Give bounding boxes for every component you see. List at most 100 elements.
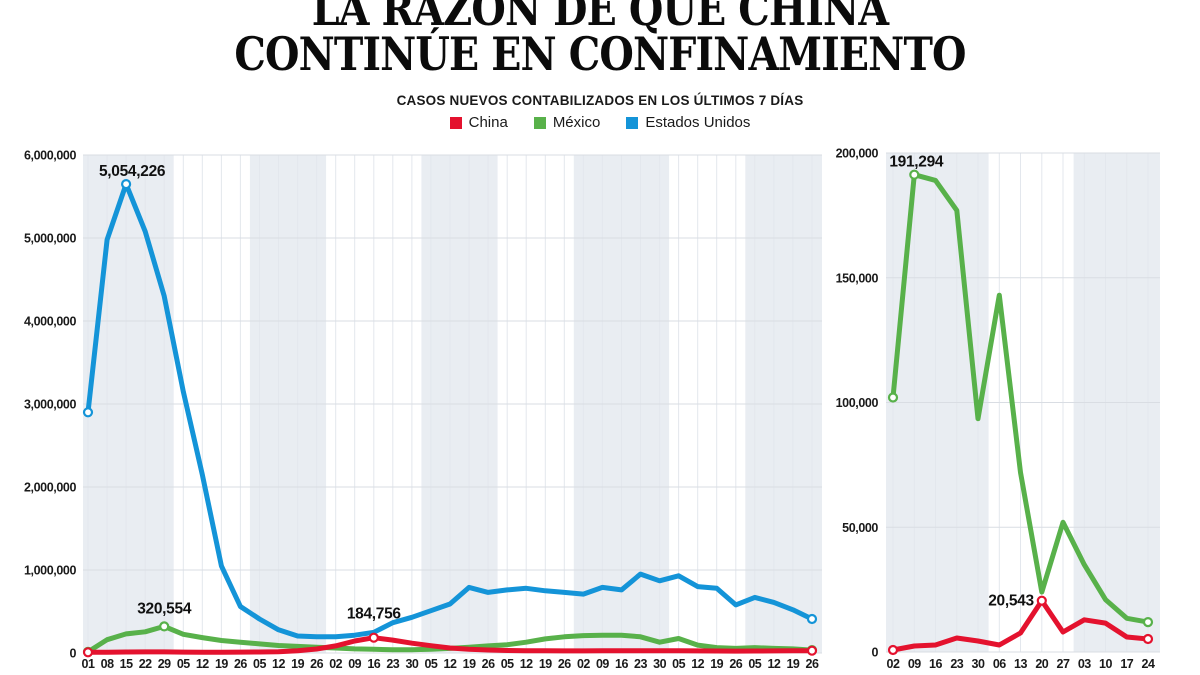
value-annotation: 20,543 — [988, 593, 1034, 610]
x-tick-label: 27 — [1057, 657, 1070, 671]
x-tick-label: 05 — [748, 657, 761, 671]
x-tick-label: 19 — [539, 657, 552, 671]
x-tick-label: 09 — [908, 657, 921, 671]
x-tick-label: 16 — [367, 657, 380, 671]
x-tick-label: 09 — [596, 657, 609, 671]
x-tick-label: 26 — [806, 657, 819, 671]
legend-swatch-mexico — [533, 116, 546, 129]
data-point-marker — [887, 392, 899, 403]
legend-swatch-estados-unidos — [626, 116, 639, 129]
data-point-marker — [1142, 616, 1154, 628]
x-tick-label: 29 — [158, 657, 171, 671]
x-tick-label: 17 — [1120, 657, 1133, 671]
legend-item-estados-unidos: Estados Unidos — [626, 114, 750, 131]
value-annotation: 5,054,226 — [99, 163, 166, 180]
y-tick-label: 100,000 — [836, 396, 879, 410]
x-tick-label: 30 — [972, 657, 985, 671]
data-point-marker — [82, 407, 94, 418]
x-tick-label: 02 — [887, 657, 900, 671]
legend-label: China — [468, 114, 508, 131]
x-tick-label: 03 — [1078, 657, 1091, 671]
page-title: LA RAZÓN DE QUE CHINA CONTINÚE EN CONFIN… — [84, 0, 1116, 77]
x-tick-label: 19 — [710, 657, 723, 671]
x-tick-label: 23 — [634, 657, 647, 671]
x-tick-label: 19 — [463, 657, 476, 671]
x-tick-label: 12 — [196, 657, 209, 671]
x-tick-label: 30 — [405, 657, 418, 671]
y-tick-label: 5,000,000 — [24, 232, 76, 246]
right-chart: 0 50,000 100,000 150,000 200,000 02 09 16 23 30 06… — [836, 147, 1160, 671]
data-point-marker — [368, 632, 379, 643]
y-tick-label: 200,000 — [836, 147, 879, 161]
value-annotation: 191,294 — [889, 154, 944, 171]
x-tick-label: 15 — [120, 657, 133, 671]
data-point-marker — [806, 645, 818, 656]
legend-label: Estados Unidos — [645, 114, 751, 131]
x-tick-label: 08 — [101, 657, 114, 671]
x-tick-label: 26 — [482, 657, 495, 671]
x-tick-label: 12 — [767, 657, 780, 671]
x-tick-label: 06 — [993, 657, 1006, 671]
x-tick-label: 26 — [558, 657, 571, 671]
value-annotation: 320,554 — [137, 600, 192, 617]
data-point-marker — [120, 179, 132, 190]
series-china — [887, 595, 1154, 656]
x-tick-label: 05 — [501, 657, 514, 671]
legend-item-china: China — [449, 114, 508, 131]
x-tick-label: 19 — [786, 657, 799, 671]
x-tick-label: 05 — [424, 657, 437, 671]
x-tick-label: 09 — [348, 657, 361, 671]
line-mexico — [890, 172, 1151, 625]
data-point-marker — [1036, 595, 1047, 606]
x-tick-label: 05 — [253, 657, 266, 671]
x-tick-label: 12 — [520, 657, 533, 671]
y-tick-label: 0 — [69, 647, 76, 661]
x-tick-label: 26 — [729, 657, 742, 671]
data-point-marker — [159, 621, 170, 632]
legend-item-mexico: México — [533, 114, 601, 131]
headline-line-1: LA RAZÓN DE QUE CHINA — [311, 0, 889, 36]
y-tick-label: 150,000 — [836, 271, 879, 285]
value-annotation: 184,756 — [347, 606, 402, 623]
x-tick-label: 12 — [444, 657, 457, 671]
chart-subtitle: CASOS NUEVOS CONTABILIZADOS EN LOS ÚLTIM… — [396, 93, 804, 108]
data-point-marker — [806, 613, 818, 625]
data-point-marker — [82, 647, 94, 658]
y-tick-label: 6,000,000 — [24, 149, 76, 163]
headline-line-2: CONTINÚE EN CONFINAMIENTO — [234, 27, 966, 81]
legend-swatch-china — [449, 116, 462, 129]
x-tick-label: 05 — [672, 657, 685, 671]
series-estados-unidos — [82, 179, 818, 640]
line-estados-unidos — [85, 181, 815, 640]
x-tick-label: 01 — [82, 657, 95, 671]
x-tick-label: 26 — [234, 657, 247, 671]
x-tick-label: 23 — [386, 657, 399, 671]
x-tick-label: 19 — [215, 657, 228, 671]
x-tick-label: 16 — [929, 657, 942, 671]
x-tick-label: 30 — [653, 657, 666, 671]
y-tick-label: 0 — [871, 646, 878, 660]
line-china — [890, 598, 1151, 653]
x-tick-label: 20 — [1035, 657, 1048, 671]
x-tick-label: 13 — [1014, 657, 1027, 671]
y-tick-label: 3,000,000 — [24, 398, 76, 412]
x-tick-label: 12 — [691, 657, 704, 671]
x-tick-label: 10 — [1099, 657, 1112, 671]
x-tick-label: 24 — [1142, 657, 1155, 671]
x-tick-label: 02 — [329, 657, 342, 671]
legend: China México Estados Unidos — [0, 114, 1200, 131]
y-tick-label: 2,000,000 — [24, 481, 76, 495]
y-tick-label: 1,000,000 — [24, 564, 76, 578]
left-chart: 0 1,000,000 2,000,000 3,000,000 4,000,000 5,0… — [24, 149, 822, 671]
y-tick-label: 50,000 — [842, 521, 878, 535]
x-tick-label: 26 — [310, 657, 323, 671]
data-point-marker — [1142, 633, 1154, 645]
data-point-marker — [887, 644, 899, 656]
legend-label: México — [552, 114, 601, 131]
x-tick-label: 23 — [950, 657, 963, 671]
x-tick-label: 19 — [291, 657, 304, 671]
y-tick-label: 4,000,000 — [24, 315, 76, 329]
line-china — [85, 635, 815, 655]
